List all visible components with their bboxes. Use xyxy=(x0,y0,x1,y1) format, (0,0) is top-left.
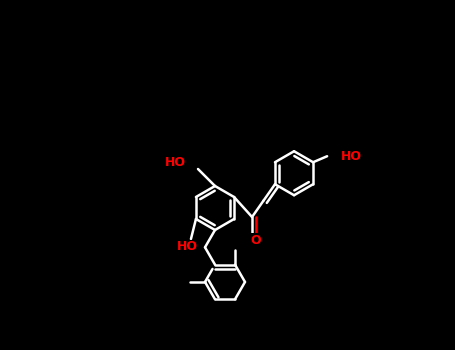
Text: HO: HO xyxy=(177,240,197,253)
Text: HO: HO xyxy=(341,150,362,163)
Text: O: O xyxy=(250,233,261,246)
Text: HO: HO xyxy=(165,156,186,169)
